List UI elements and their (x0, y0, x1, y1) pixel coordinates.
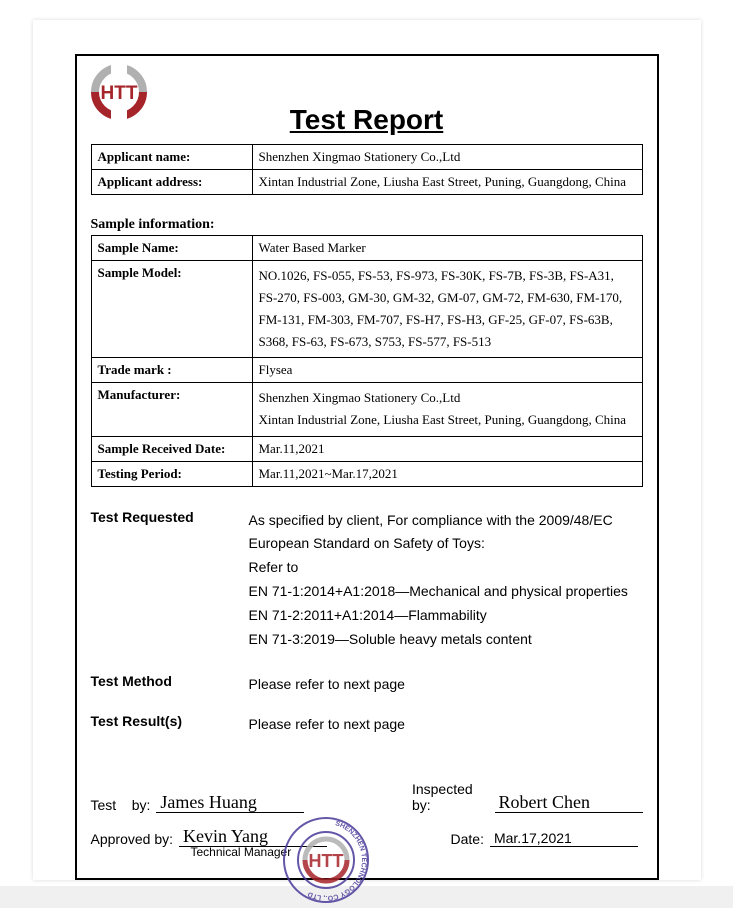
testing-period-value: Mar.11,2021~Mar.17,2021 (252, 461, 642, 486)
testing-period-label: Testing Period: (91, 461, 252, 486)
approved-by-signature: Kevin Yang (179, 827, 327, 847)
requested-line: EN 71-1:2014+A1:2018—Mechanical and phys… (249, 580, 628, 604)
sample-name-label: Sample Name: (91, 236, 252, 261)
requested-line: Refer to (249, 556, 628, 580)
applicant-address-value: Xintan Industrial Zone, Liusha East Stre… (252, 170, 642, 195)
manufacturer-label: Manufacturer: (91, 383, 252, 436)
sample-table: Sample Name: Water Based Marker Sample M… (91, 235, 643, 487)
page-viewport: HTT Test Report Applicant name: Shenzhen… (0, 0, 733, 886)
report-title: Test Report (91, 104, 643, 136)
test-result-value: Please refer to next page (249, 713, 405, 737)
page-content: HTT Test Report Applicant name: Shenzhen… (63, 44, 671, 859)
document-page: HTT Test Report Applicant name: Shenzhen… (33, 20, 701, 880)
table-row: Sample Name: Water Based Marker (91, 236, 642, 261)
inspected-by-signature: Robert Chen (495, 793, 643, 813)
test-result-section: Test Result(s) Please refer to next page (91, 713, 643, 737)
inspected-by-label: Inspected by: (412, 781, 489, 813)
approved-by-label: Approved by: (91, 831, 174, 847)
applicant-name-value: Shenzhen Xingmao Stationery Co.,Ltd (252, 145, 642, 170)
table-row: Applicant name: Shenzhen Xingmao Station… (91, 145, 642, 170)
sample-section-heading: Sample information: (91, 217, 643, 233)
manufacturer-value: Shenzhen Xingmao Stationery Co.,Ltd Xint… (252, 383, 642, 436)
applicant-name-label: Applicant name: (91, 145, 252, 170)
received-date-value: Mar.11,2021 (252, 436, 642, 461)
test-requested-body: As specified by client, For compliance w… (249, 509, 628, 652)
date-label: Date: (451, 831, 484, 847)
requested-line: EN 71-2:2011+A1:2014—Flammability (249, 604, 628, 628)
signature-area: Test by: James Huang Inspected by: Rober… (91, 781, 643, 859)
table-row: Trade mark : Flysea (91, 358, 642, 383)
test-requested-section: Test Requested As specified by client, F… (91, 509, 643, 652)
table-row: Testing Period: Mar.11,2021~Mar.17,2021 (91, 461, 642, 486)
received-date-label: Sample Received Date: (91, 436, 252, 461)
test-by-label: Test by: (91, 797, 151, 813)
requested-line: As specified by client, For compliance w… (249, 509, 628, 533)
trademark-label: Trade mark : (91, 358, 252, 383)
requested-line: European Standard on Safety of Toys: (249, 532, 628, 556)
sample-model-label: Sample Model: (91, 261, 252, 358)
sample-name-value: Water Based Marker (252, 236, 642, 261)
table-row: Manufacturer: Shenzhen Xingmao Stationer… (91, 383, 642, 436)
trademark-value: Flysea (252, 358, 642, 383)
company-logo: HTT (91, 64, 147, 120)
table-row: Sample Model: NO.1026, FS-055, FS-53, FS… (91, 261, 642, 358)
test-method-label: Test Method (91, 673, 249, 697)
table-row: Sample Received Date: Mar.11,2021 (91, 436, 642, 461)
test-by-signature: James Huang (156, 793, 304, 813)
approved-by-title: Technical Manager (191, 845, 643, 859)
table-row: Applicant address: Xintan Industrial Zon… (91, 170, 642, 195)
test-requested-label: Test Requested (91, 509, 249, 652)
date-value: Mar.17,2021 (490, 831, 638, 847)
test-method-section: Test Method Please refer to next page (91, 673, 643, 697)
applicant-address-label: Applicant address: (91, 170, 252, 195)
logo-text: HTT (100, 83, 137, 104)
requested-line: EN 71-3:2019—Soluble heavy metals conten… (249, 628, 628, 652)
test-result-label: Test Result(s) (91, 713, 249, 737)
applicant-table: Applicant name: Shenzhen Xingmao Station… (91, 144, 643, 195)
sample-model-value: NO.1026, FS-055, FS-53, FS-973, FS-30K, … (252, 261, 642, 358)
test-method-value: Please refer to next page (249, 673, 405, 697)
